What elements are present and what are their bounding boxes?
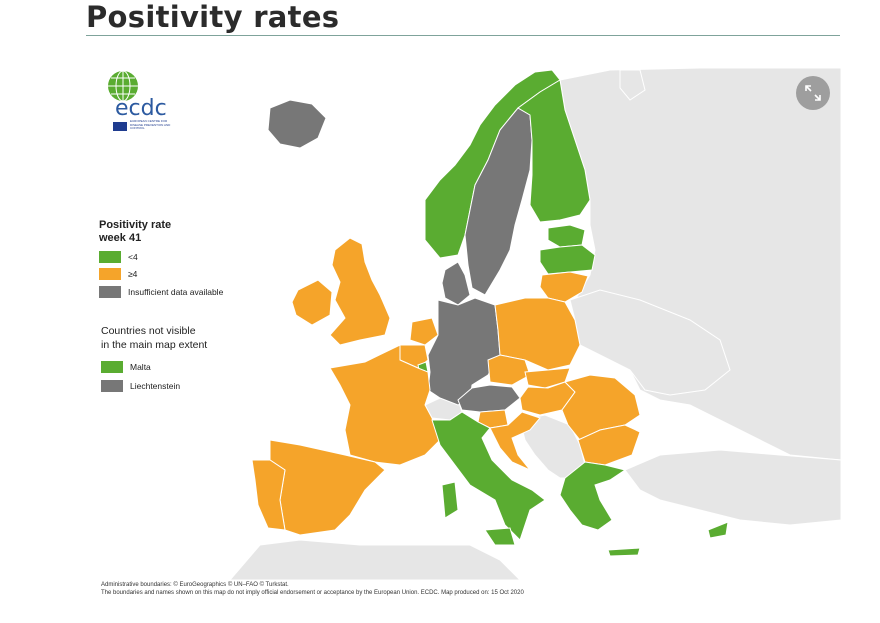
logo-caption: EUROPEAN CENTRE FOR DISEASE PREVENTION A… [130,119,171,130]
extent-title-line2: in the main map extent [101,339,208,351]
country-ireland[interactable] [291,279,333,326]
map-panel[interactable] [86,68,841,580]
footer-line2: The boundaries and names shown on this m… [101,590,524,596]
legend-title-line2: week 41 [99,232,142,244]
country-estonia[interactable] [547,224,586,248]
country-croatia[interactable] [489,411,541,471]
extent-swatch-malta [101,361,123,373]
country-portugal[interactable] [251,459,286,531]
extent-label-malta: Malta [130,362,151,372]
map-footer: Administrative boundaries: © EuroGeograp… [101,581,801,597]
extent-label-liechtenstein: Liechtenstein [130,381,181,391]
legend-swatch-lt4 [99,251,121,263]
non-eu-land-arctic [619,69,646,101]
country-finland[interactable] [517,79,591,223]
non-eu-land-north-africa [229,539,521,580]
logo-wordmark: ecdc [115,96,167,121]
legend-swatch-insufficient [99,286,121,298]
legend-label-lt4: <4 [128,252,138,262]
country-greece-crete[interactable] [607,547,641,557]
footer-line1: Administrative boundaries: © EuroGeograp… [101,582,289,588]
extent-title: Countries not visible in the main map ex… [101,324,261,352]
non-eu-land-turkey [624,449,841,526]
legend-label-ge4: ≥4 [128,269,138,279]
country-greece[interactable] [559,461,627,531]
fullscreen-button[interactable] [796,76,830,110]
country-cyprus[interactable] [707,521,729,539]
europe-map[interactable] [86,68,841,580]
country-united-kingdom[interactable] [329,237,391,346]
country-latvia[interactable] [539,244,596,275]
extent-title-line1: Countries not visible [101,325,196,337]
country-iceland[interactable] [267,99,327,149]
country-poland[interactable] [494,297,581,371]
country-netherlands[interactable] [409,317,439,346]
expand-icon [805,85,821,101]
non-eu-land-belarus-ukraine [569,289,731,396]
country-lithuania[interactable] [539,271,589,303]
ecdc-logo: ecdc EUROPEAN CENTRE FOR DISEASE PREVENT… [99,68,177,134]
country-italy[interactable] [431,411,546,541]
extent-swatch-liechtenstein [101,380,123,392]
country-italy-sicily[interactable] [484,527,516,546]
country-denmark[interactable] [441,261,471,306]
country-czechia[interactable] [487,354,531,386]
title-divider [86,35,840,36]
legend-title-line1: Positivity rate [99,219,172,231]
country-italy-sardinia[interactable] [441,481,459,519]
legend-swatch-ge4 [99,268,121,280]
globe-icon [108,70,138,131]
legend-title: Positivity rate week 41 [99,219,239,245]
legend-label-insufficient: Insufficient data available [128,287,224,297]
page-title: Positivity rates [86,0,340,34]
